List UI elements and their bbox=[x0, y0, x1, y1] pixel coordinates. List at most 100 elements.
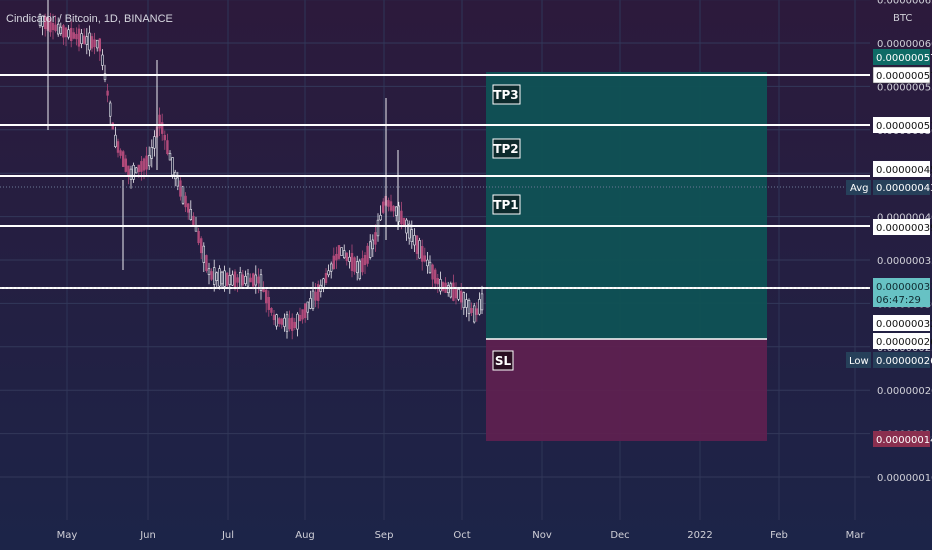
candle-body bbox=[472, 305, 476, 323]
candle-body bbox=[467, 299, 471, 315]
candle-body bbox=[431, 264, 434, 280]
candle-body bbox=[38, 14, 42, 26]
price-label-51[interactable]: 0.00000051 bbox=[873, 117, 932, 133]
candle-body bbox=[371, 239, 374, 250]
candle-body bbox=[77, 28, 81, 47]
take-profit-zone[interactable] bbox=[486, 72, 767, 339]
candle-body bbox=[259, 274, 263, 291]
candle-body bbox=[223, 270, 226, 287]
candle-body bbox=[158, 114, 161, 129]
candle-body bbox=[433, 269, 437, 284]
candle-body bbox=[252, 273, 255, 287]
candle-body bbox=[236, 277, 239, 283]
candles bbox=[38, 0, 484, 340]
candle-body bbox=[379, 214, 382, 221]
x-axis-ticks[interactable]: May Jun Jul Aug Sep Oct Nov Dec 2022 Feb Mar bbox=[57, 530, 866, 541]
candle-body bbox=[465, 299, 468, 308]
candle-body bbox=[311, 290, 315, 309]
candle-body bbox=[301, 309, 304, 320]
candle-body bbox=[207, 268, 211, 275]
current-price-label[interactable]: 0.00000032 06:47:29 bbox=[873, 278, 932, 307]
candle-body bbox=[280, 318, 283, 325]
candle-body bbox=[129, 168, 133, 180]
price-label-57-text: 0.00000057 bbox=[876, 71, 932, 82]
price-label-57[interactable]: 0.00000057 bbox=[872, 66, 932, 84]
candle-body bbox=[254, 274, 257, 286]
candle-body bbox=[101, 54, 104, 66]
candle-body bbox=[327, 270, 330, 276]
low-tag[interactable]: Low 0.00000026 bbox=[846, 352, 932, 368]
candle-body bbox=[114, 134, 117, 147]
candle-body bbox=[298, 314, 302, 322]
stop-loss-zone[interactable] bbox=[486, 339, 767, 441]
zone-label-tp1[interactable]: TP1 bbox=[492, 194, 521, 215]
candle-body bbox=[197, 230, 200, 244]
candle-body bbox=[70, 27, 73, 42]
x-tick-label: Sep bbox=[375, 530, 394, 541]
candle-body bbox=[184, 195, 187, 208]
candle-body bbox=[124, 158, 128, 172]
candle-body bbox=[306, 301, 309, 313]
candle-body bbox=[249, 277, 252, 283]
stop-loss-price-label[interactable]: 0.00000014 bbox=[873, 431, 932, 447]
candle-body bbox=[350, 253, 354, 271]
candle-body bbox=[88, 32, 91, 51]
entry-price-label[interactable]: 0.00000032 bbox=[873, 315, 932, 331]
candle-body bbox=[116, 141, 120, 153]
candle-body bbox=[210, 271, 213, 280]
candle-body bbox=[142, 158, 146, 171]
candle-body bbox=[355, 261, 359, 274]
y-tick-label: 0.00000020 bbox=[877, 386, 932, 397]
candle-body bbox=[145, 155, 148, 170]
y-tick-label: 0.00000060 bbox=[877, 39, 932, 50]
price-label-39[interactable]: 0.00000039 bbox=[873, 219, 932, 235]
stop-level-label[interactable]: 0.00000026 bbox=[873, 333, 932, 349]
price-label-45[interactable]: 0.00000045 bbox=[873, 161, 932, 177]
candle-body bbox=[314, 291, 317, 301]
candle-body bbox=[436, 278, 439, 285]
candle-body bbox=[140, 161, 143, 172]
candle-body bbox=[54, 24, 57, 31]
candle-body bbox=[93, 39, 96, 48]
candle-body bbox=[168, 152, 172, 161]
candle-body bbox=[402, 217, 406, 227]
zone-label-tp2[interactable]: TP2 bbox=[492, 138, 521, 159]
candle-body bbox=[103, 73, 107, 80]
candle-body bbox=[43, 16, 47, 30]
zone-label-tp3[interactable]: TP3 bbox=[492, 84, 521, 105]
candle-body bbox=[80, 33, 83, 45]
candle-body bbox=[324, 273, 328, 283]
candle-body bbox=[459, 290, 463, 303]
candle-body bbox=[231, 274, 234, 286]
candle-body bbox=[111, 122, 115, 130]
candle-body bbox=[285, 314, 289, 332]
candle-body bbox=[85, 36, 89, 45]
candle-body bbox=[241, 274, 244, 286]
candle-body bbox=[374, 232, 377, 245]
candle-body bbox=[368, 241, 372, 258]
avg-tag[interactable]: Avg 0.00000043 bbox=[846, 180, 932, 195]
y-tick-label: 0.00000040 bbox=[877, 213, 932, 224]
zone-label-tp1-text: TP1 bbox=[493, 198, 518, 212]
candle-body bbox=[161, 122, 164, 134]
candle-body bbox=[376, 219, 380, 237]
price-label-top-text: 0.00000057 bbox=[876, 53, 932, 64]
candle-body bbox=[363, 254, 367, 266]
zone-label-sl[interactable]: SL bbox=[492, 350, 514, 371]
candle-body bbox=[381, 201, 385, 213]
candle-body bbox=[187, 203, 190, 213]
candle-body bbox=[309, 298, 312, 309]
candle-body bbox=[348, 256, 351, 262]
x-tick-label: Nov bbox=[532, 530, 552, 541]
price-label-top[interactable]: 0.00000057 bbox=[873, 49, 932, 65]
stop-loss-price-text: 0.00000014 bbox=[876, 435, 932, 446]
candle-body bbox=[83, 35, 86, 44]
candle-body bbox=[457, 288, 460, 300]
price-label-45-text: 0.00000045 bbox=[876, 165, 932, 176]
candle-body bbox=[462, 292, 465, 308]
x-tick-label: Jul bbox=[221, 530, 234, 541]
candle-body bbox=[148, 155, 151, 167]
